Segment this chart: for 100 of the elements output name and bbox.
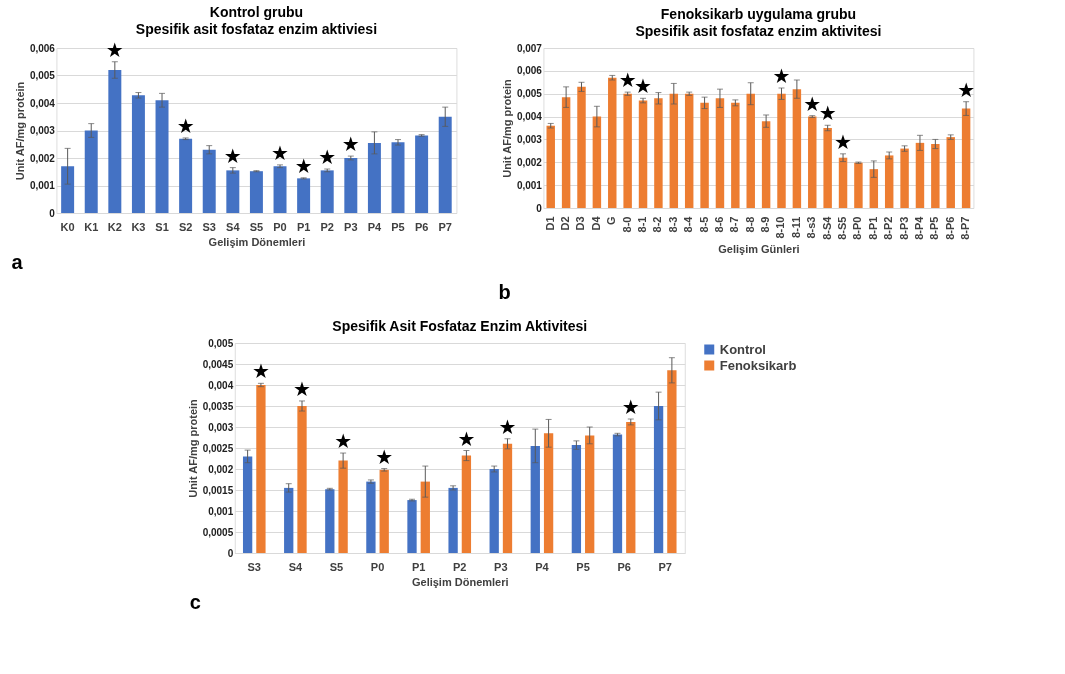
y-tick-label: 0,006 <box>29 42 56 54</box>
y-tick-label: 0,003 <box>29 125 56 136</box>
x-tick-label: P0 <box>273 220 287 233</box>
bar <box>61 166 75 213</box>
annotation: ★ <box>223 143 242 168</box>
annotation: ★ <box>957 77 976 102</box>
y-tick-label: 0,005 <box>208 337 234 349</box>
bar <box>530 445 540 553</box>
bar <box>297 178 311 213</box>
bar <box>761 121 771 208</box>
x-axis-title: Gelişim Dönemleri <box>208 235 306 248</box>
text: c <box>189 591 201 613</box>
annotation: ★ <box>341 132 360 157</box>
x-tick-label: 8-S4 <box>820 215 833 240</box>
x-tick-label: D4 <box>589 215 602 231</box>
chart-subtitle: Spesifik asit fosfataz enzim aktiviesi <box>135 20 378 37</box>
x-tick-label: P2 <box>453 560 467 573</box>
bar <box>869 169 879 208</box>
y-tick-label: 0,004 <box>208 379 234 391</box>
x-tick-label: P7 <box>658 560 672 573</box>
annotation: ★ <box>834 129 853 154</box>
bar <box>585 435 595 553</box>
x-tick-label: K3 <box>131 220 146 233</box>
y-tick-label: 0,002 <box>516 156 543 168</box>
y-tick-label: 0,0025 <box>202 442 234 454</box>
bar <box>669 93 679 208</box>
annotation: ★ <box>621 395 640 420</box>
bar <box>448 487 458 553</box>
bar <box>854 162 863 208</box>
x-tick-label: P0 <box>370 560 385 573</box>
text: b <box>498 281 511 303</box>
annotation: ★ <box>634 74 653 99</box>
bar <box>684 93 694 208</box>
bar <box>561 97 571 208</box>
bar <box>366 481 376 553</box>
annotation: ★ <box>294 153 313 178</box>
x-tick-label: 8-9 <box>759 216 772 233</box>
y-tick-label: 0,0015 <box>202 484 234 496</box>
bar <box>242 456 253 553</box>
annotation: ★ <box>176 113 195 138</box>
bar <box>931 144 940 208</box>
x-tick-label: D3 <box>574 216 587 231</box>
bar <box>961 108 971 208</box>
bar <box>391 142 405 213</box>
x-tick-label: 8-11 <box>789 216 802 238</box>
x-axis-title: Gelişim Dönemleri <box>411 575 509 588</box>
bar <box>915 142 925 208</box>
y-tick-label: 0,001 <box>516 179 543 191</box>
y-tick-label: 0,004 <box>29 97 56 109</box>
y-tick-label: 0,003 <box>208 421 234 433</box>
x-tick-label: P2 <box>320 220 334 233</box>
annotation: ★ <box>318 145 337 169</box>
chart-subtitle: Spesifik asit fosfataz enzim aktivitesi <box>635 23 882 39</box>
y-tick-label: 0,0035 <box>202 400 234 412</box>
bar <box>653 406 664 553</box>
y-axis-title: Unit AF/mg protein <box>13 81 26 181</box>
y-axis-title: Unit AF/mg protein <box>500 78 513 178</box>
bar <box>777 93 786 208</box>
bar <box>715 98 725 208</box>
x-tick-label: 8-P6 <box>943 216 956 240</box>
x-tick-label: P3 <box>344 220 358 233</box>
x-tick-label: S4 <box>226 220 241 233</box>
x-tick-label: 8-3 <box>666 216 679 233</box>
x-tick-label: D2 <box>559 216 572 231</box>
y-tick-label: 0,001 <box>208 505 234 517</box>
chart-title: Kontrol grubu <box>209 3 304 20</box>
bar <box>108 70 122 213</box>
y-tick-label: 0,004 <box>516 111 543 123</box>
bar <box>273 166 287 213</box>
x-tick-label: 8-P4 <box>912 215 925 240</box>
bar <box>502 443 513 553</box>
x-tick-label: P1 <box>411 560 426 573</box>
x-tick-label: S3 <box>202 220 216 233</box>
x-tick-label: 8-2 <box>651 216 664 233</box>
y-tick-label: 0,006 <box>516 65 543 77</box>
x-tick-label: 8-P3 <box>897 216 910 240</box>
x-tick-label: 8-1 <box>636 216 649 233</box>
x-tick-label: 8-7 <box>728 216 741 233</box>
x-tick-label: D1 <box>543 216 556 231</box>
bar <box>592 116 602 208</box>
x-tick-label: P1 <box>296 220 311 233</box>
x-tick-label: S1 <box>155 220 169 233</box>
x-tick-label: K0 <box>60 220 75 233</box>
y-tick-label: 0 <box>49 207 56 219</box>
bar <box>577 86 586 208</box>
bar <box>84 130 98 213</box>
y-tick-label: 0,002 <box>208 463 234 475</box>
bar <box>667 370 677 553</box>
y-tick-label: 0,0045 <box>202 358 234 370</box>
x-tick-label: S5 <box>249 220 264 233</box>
bar <box>623 93 632 208</box>
y-tick-label: 0,005 <box>516 88 543 100</box>
annotation: ★ <box>772 64 791 88</box>
annotation: ★ <box>251 359 270 384</box>
y-tick-label: 0,0005 <box>202 526 234 538</box>
bar <box>420 481 430 553</box>
x-tick-label: 8-P7 <box>959 216 972 240</box>
text: a <box>11 251 24 273</box>
x-tick-label: 8-P0 <box>851 216 864 240</box>
bar <box>407 500 417 553</box>
